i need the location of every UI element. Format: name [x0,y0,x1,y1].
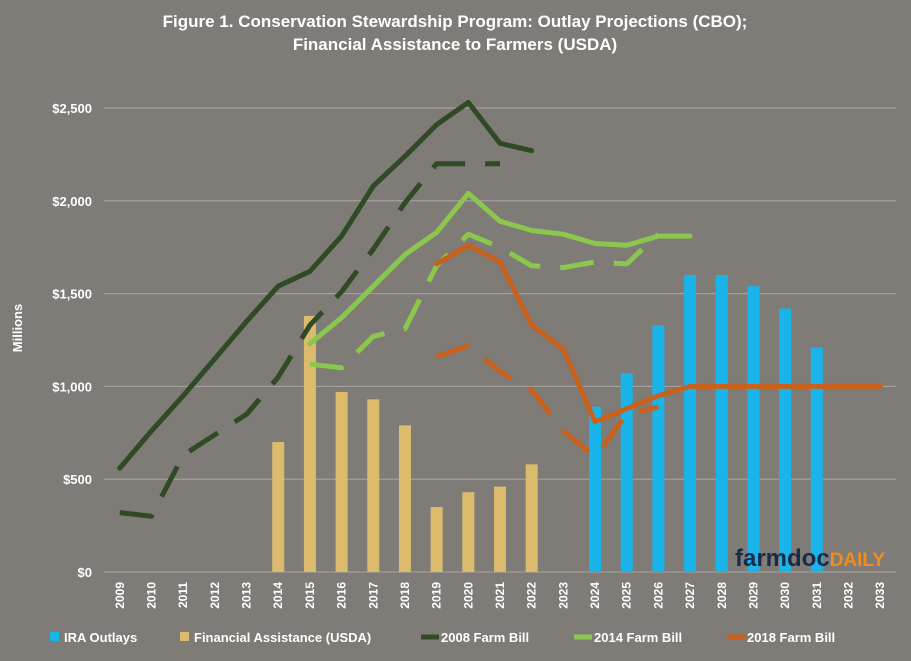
x-tick-label: 2009 [113,582,127,609]
x-tick-label: 2024 [588,582,602,609]
bar-financial-assistance-usda [303,315,316,572]
line-2018-farm-bill-solid [434,242,883,425]
y-tick-label: $0 [78,565,92,580]
legend-swatch-ira-outlays [50,632,59,641]
legend-swatch-financial-assistance-usda [180,632,189,641]
bar-financial-assistance-usda [525,464,538,572]
x-tick-label: 2015 [303,582,317,609]
line-2014-farm-bill-solid [307,190,693,347]
x-tick-label: 2016 [335,582,349,609]
y-tick-label: $1,500 [52,287,92,302]
y-axis-ticks: $0 $500 $1,000 $1,500 $2,000 $2,500 [52,101,92,580]
series-lines [117,99,883,519]
x-tick-label: 2025 [620,582,634,609]
bar-financial-assistance-usda [272,442,285,572]
bar-ira-outlays [620,373,633,572]
bar-financial-assistance-usda [430,507,443,572]
x-tick-label: 2010 [145,582,159,609]
legend-label-2008-farm-bill: 2008 Farm Bill [441,630,529,645]
bar-financial-assistance-usda [398,425,411,572]
x-tick-label: 2013 [240,582,254,609]
x-tick-label: 2012 [208,582,222,609]
logo-part1: farmdoc [735,545,830,572]
chart-title: Figure 1. Conservation Stewardship Progr… [163,12,748,31]
x-tick-label: 2026 [651,582,665,609]
bar-ira-outlays [779,308,792,572]
line-2008-farm-bill-solid [117,99,535,471]
x-tick-label: 2022 [525,582,539,609]
legend-label-2014-farm-bill: 2014 Farm Bill [594,630,682,645]
logo-part2: DAILY [830,550,886,571]
bar-ira-outlays [652,325,665,572]
farmdoc-logo: farmdocDAILY [735,545,885,572]
legend-label-financial-assistance-usda: Financial Assistance (USDA) [194,630,371,645]
x-tick-label: 2018 [398,582,412,609]
bar-ira-outlays [810,347,823,572]
bar-financial-assistance-usda [462,492,475,572]
x-tick-label: 2021 [493,582,507,609]
y-axis-label: Millions [10,304,25,352]
x-tick-label: 2019 [430,582,444,609]
x-tick-label: 2031 [810,582,824,609]
y-tick-label: $1,000 [52,379,92,394]
bar-financial-assistance-usda [335,391,348,572]
x-tick-label: 2033 [873,582,887,609]
x-tick-label: 2023 [556,582,570,609]
x-tick-label: 2032 [841,582,855,609]
bar-ira-outlays [589,406,602,572]
bar-ira-outlays [684,275,697,572]
x-tick-label: 2029 [746,582,760,609]
x-tick-label: 2014 [271,582,285,609]
x-tick-label: 2027 [683,582,697,609]
gridlines [104,107,896,573]
legend: IRA Outlays Financial Assistance (USDA) 20… [50,630,835,645]
x-axis-ticks: 2009 2010 2011 2012 2013 2014 2015 2016 2017 2018… [113,582,887,609]
line-2018-farm-bill-dashed [435,343,659,460]
legend-label-ira-outlays: IRA Outlays [64,630,137,645]
x-tick-label: 2017 [366,582,380,609]
legend-label-2018-farm-bill: 2018 Farm Bill [747,630,835,645]
y-tick-label: $2,500 [52,101,92,116]
x-tick-label: 2020 [461,582,475,609]
x-tick-label: 2030 [778,582,792,609]
bars [272,275,823,572]
y-tick-label: $500 [63,472,92,487]
y-tick-label: $2,000 [52,194,92,209]
bar-ira-outlays [715,275,728,572]
logo-text: farmdocDAILY [735,545,885,572]
bar-ira-outlays [747,286,760,572]
line-2014-farm-bill-dashed [309,231,661,371]
chart-subtitle: Financial Assistance to Farmers (USDA) [293,35,617,54]
x-tick-label: 2028 [715,582,729,609]
bar-financial-assistance-usda [494,486,506,572]
line-2008-farm-bill-dashed [119,161,500,519]
x-tick-label: 2011 [176,582,190,608]
bar-financial-assistance-usda [367,399,380,572]
